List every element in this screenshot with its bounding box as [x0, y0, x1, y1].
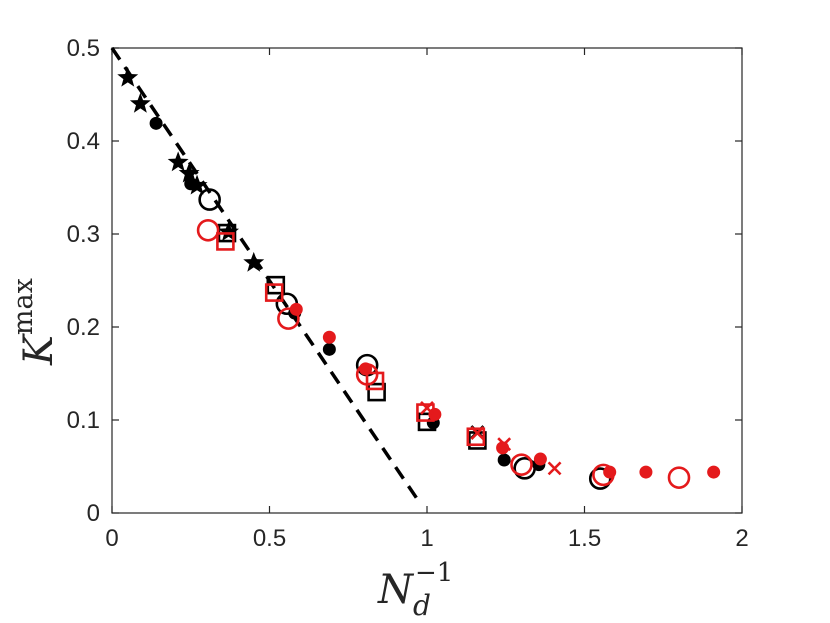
black-circle-marker [198, 188, 221, 211]
dashed-fit-line [110, 47, 421, 503]
red-square-marker [216, 232, 235, 251]
red-dot-marker [639, 465, 653, 479]
plot-border [111, 47, 743, 514]
x-tick-label: 0.5 [253, 525, 286, 552]
black-circle-marker [588, 467, 612, 490]
red-cross-marker [420, 400, 434, 415]
black-star-marker [117, 66, 139, 87]
x-axis-label-base: N [377, 567, 415, 613]
red-square-marker [365, 371, 385, 391]
black-star-marker [243, 251, 265, 272]
red-square-marker [466, 427, 486, 447]
black-star-marker [129, 92, 151, 113]
black-square-marker [367, 382, 386, 402]
red-square-marker [264, 283, 284, 302]
y-tick-label: 0.4 [67, 128, 100, 155]
x-axis-label-sup: −1 [415, 558, 453, 588]
red-circle-marker [277, 307, 300, 330]
red-dot-marker [322, 330, 336, 344]
axis-ticks: 0 0.5 1 1.5 2 0 0.1 0.2 0.3 0.4 0.5 [67, 35, 749, 552]
x-tick-label: 0 [105, 525, 118, 552]
y-axis-label: Kmax [8, 278, 62, 366]
y-tick-label: 0.2 [67, 314, 100, 341]
plot-area [111, 47, 743, 514]
black-star-marker [218, 221, 240, 242]
red-cross-marker [547, 461, 562, 476]
red-dot-marker [289, 302, 303, 316]
red-circle-marker [510, 453, 533, 476]
black-star-marker [167, 151, 189, 172]
y-axis-label-sup: max [8, 278, 39, 335]
y-tick-label: 0.5 [67, 35, 100, 62]
black-dot-marker [322, 342, 336, 356]
y-tick-label: 0.3 [67, 221, 100, 248]
x-tick-label: 1.5 [568, 525, 601, 552]
y-axis-label-base: K [16, 333, 62, 366]
data-marks [110, 47, 721, 503]
black-dot-marker [184, 177, 198, 191]
y-tick-label: 0.1 [67, 407, 100, 434]
black-dot-marker [149, 116, 163, 130]
axis-labels: Nd−1 Kmax [8, 278, 453, 622]
y-tick-label: 0 [87, 500, 100, 527]
red-dot-marker [603, 465, 617, 479]
red-cross-marker [497, 437, 512, 452]
red-circle-marker [667, 466, 691, 489]
red-circle-marker [196, 218, 220, 242]
black-circle-marker [513, 457, 536, 480]
red-dot-marker [533, 452, 547, 466]
black-dot-marker [497, 453, 511, 467]
x-tick-label: 1 [420, 525, 433, 552]
red-dot-marker [707, 465, 721, 479]
x-axis-label: Nd−1 [377, 558, 453, 622]
black-star-marker [178, 162, 200, 183]
x-tick-label: 2 [735, 525, 748, 552]
red-cross-marker [470, 426, 485, 440]
x-axis-label-sub: d [413, 589, 431, 622]
